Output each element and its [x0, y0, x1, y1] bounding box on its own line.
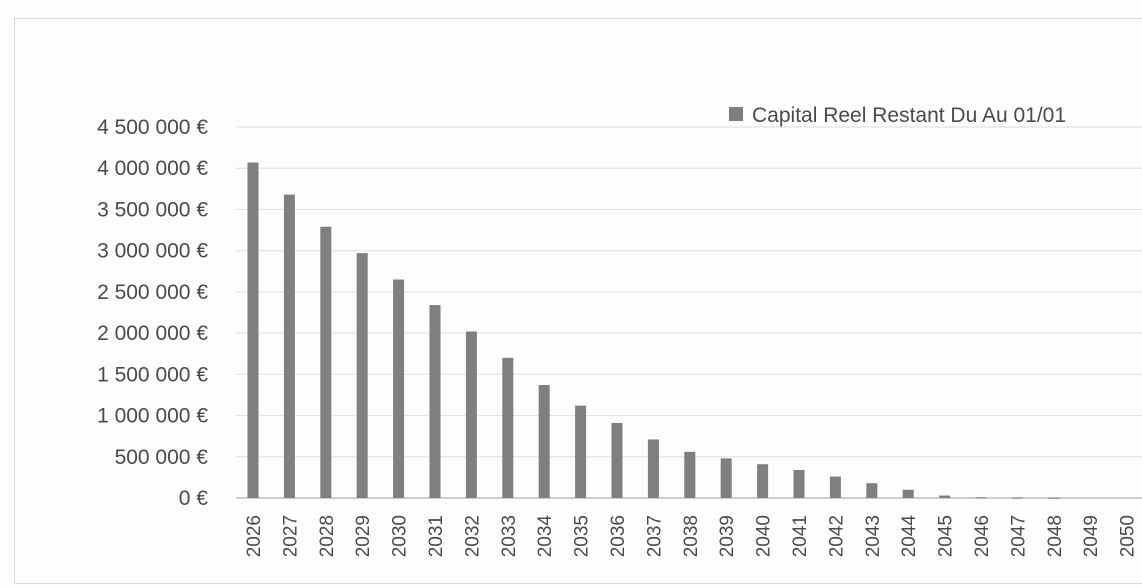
x-tick-label: 2049 — [1081, 515, 1102, 557]
y-tick-label: 0 € — [179, 487, 209, 510]
y-tick-label: 2 000 000 € — [97, 322, 208, 345]
bar — [502, 357, 514, 498]
bar — [320, 226, 332, 498]
x-tick-label: 2047 — [1008, 515, 1029, 557]
bar — [902, 489, 914, 498]
y-tick-label: 3 000 000 € — [97, 240, 208, 263]
bar — [465, 331, 477, 498]
y-tick-label: 4 000 000 € — [97, 157, 208, 180]
x-tick-label: 2040 — [754, 515, 775, 557]
y-tick-label: 3 500 000 € — [97, 198, 208, 221]
x-tick-label: 2027 — [280, 515, 301, 557]
gridlines — [236, 126, 1142, 499]
bar — [356, 253, 368, 498]
bar — [393, 279, 405, 498]
x-tick-label: 2050 — [1118, 515, 1139, 557]
bar — [1011, 497, 1023, 499]
y-axis-ticks: 0 € 500 000 € 1 000 000 € 1 500 000 € 2 000 … — [97, 116, 208, 510]
x-tick-label: 2035 — [572, 515, 593, 557]
bar — [247, 162, 259, 498]
x-tick-label: 2026 — [244, 515, 265, 557]
y-tick-label: 1 000 000 € — [97, 405, 208, 428]
bar — [793, 469, 805, 498]
bar — [684, 451, 696, 498]
x-tick-label: 2037 — [644, 515, 665, 557]
x-tick-label: 2043 — [863, 515, 884, 557]
x-tick-label: 2038 — [681, 515, 702, 557]
legend-swatch — [729, 107, 743, 121]
bar — [1048, 497, 1060, 499]
bar — [829, 476, 841, 498]
bar — [575, 405, 587, 498]
x-tick-label: 2041 — [790, 515, 811, 557]
bar — [975, 497, 987, 499]
x-tick-label: 2032 — [462, 515, 483, 557]
y-tick-label: 2 500 000 € — [97, 281, 208, 304]
chart-border — [14, 18, 1142, 584]
y-tick-label: 4 500 000 € — [97, 116, 208, 139]
x-tick-label: 2029 — [353, 515, 374, 557]
bars — [247, 162, 1060, 499]
x-axis-ticks: 2026 2027 2028 2029 2030 2031 2032 2033 2034 2035… — [244, 515, 1139, 558]
bar — [647, 439, 659, 498]
legend-label: Capital Reel Restant Du Au 01/01 — [752, 104, 1066, 127]
legend: Capital Reel Restant Du Au 01/01 — [729, 104, 1066, 127]
x-tick-label: 2034 — [535, 515, 556, 558]
x-tick-label: 2036 — [608, 515, 629, 557]
y-tick-label: 500 000 € — [115, 446, 209, 469]
bar — [429, 305, 441, 498]
x-tick-label: 2033 — [499, 515, 520, 557]
bar — [757, 464, 769, 498]
x-tick-label: 2045 — [936, 515, 957, 557]
bar — [283, 194, 295, 499]
x-tick-label: 2028 — [317, 515, 338, 557]
x-tick-label: 2046 — [972, 515, 993, 557]
x-tick-label: 2048 — [1045, 515, 1066, 557]
x-tick-label: 2042 — [826, 515, 847, 557]
bar — [866, 483, 878, 498]
x-tick-label: 2039 — [717, 515, 738, 557]
bar — [538, 385, 550, 498]
bar — [939, 495, 951, 498]
y-tick-label: 1 500 000 € — [97, 363, 208, 386]
x-tick-label: 2031 — [426, 515, 447, 557]
bar — [720, 458, 732, 498]
x-tick-label: 2030 — [390, 515, 411, 557]
x-tick-label: 2044 — [899, 515, 920, 558]
bar — [611, 422, 623, 498]
